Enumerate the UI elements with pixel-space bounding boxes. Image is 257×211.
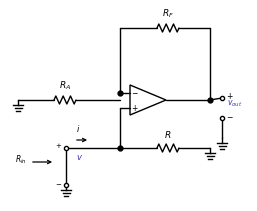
Text: $+$: $+$ <box>131 103 139 112</box>
Text: $-$: $-$ <box>55 180 62 186</box>
Text: $v$: $v$ <box>76 153 83 162</box>
Text: $+$: $+$ <box>226 91 234 101</box>
Text: $-$: $-$ <box>131 87 139 96</box>
Text: $i$: $i$ <box>76 123 80 134</box>
Text: $+$: $+$ <box>55 142 62 150</box>
Text: $-$: $-$ <box>226 111 234 120</box>
Text: $R_A$: $R_A$ <box>59 80 71 92</box>
Text: $R_F$: $R_F$ <box>162 8 174 20</box>
Text: $v_{out}$: $v_{out}$ <box>227 99 242 109</box>
Text: $R_{in}$: $R_{in}$ <box>15 154 27 166</box>
Text: $R$: $R$ <box>164 129 172 140</box>
